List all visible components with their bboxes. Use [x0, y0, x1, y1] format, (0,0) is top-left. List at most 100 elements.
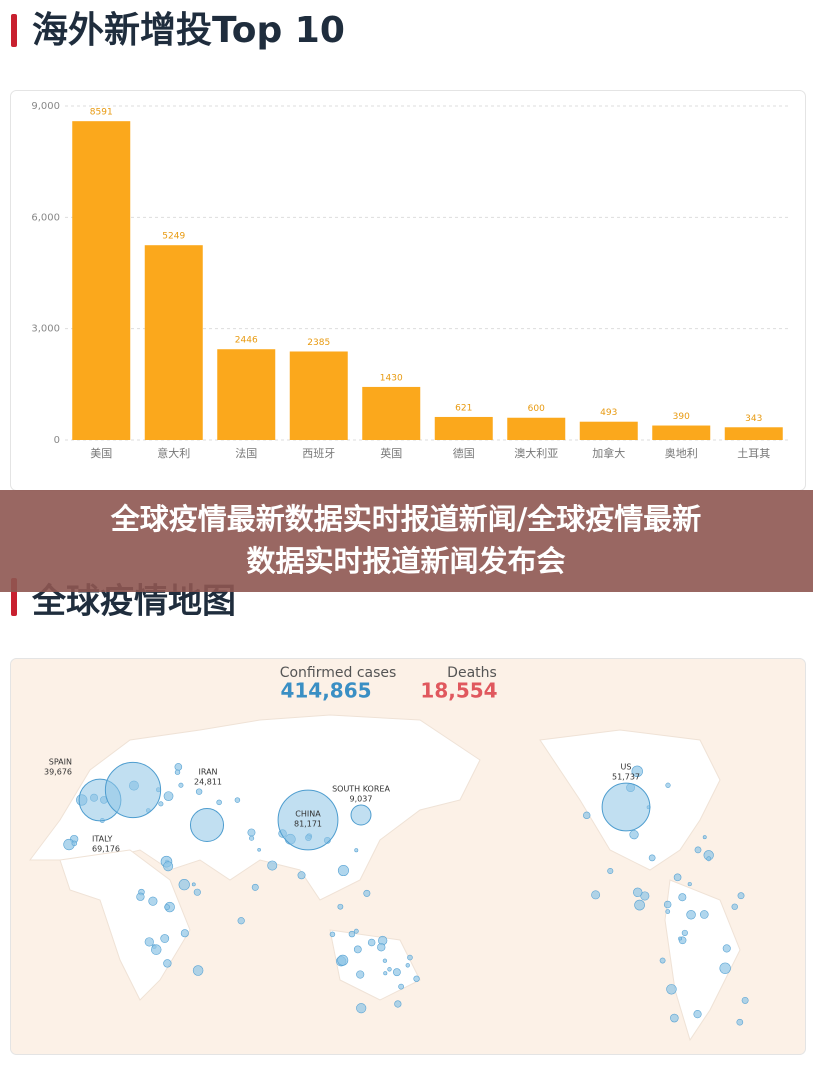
- case-dot: [694, 846, 702, 854]
- case-dot: [174, 769, 181, 775]
- case-dot: [136, 892, 145, 901]
- data-label: 390: [673, 412, 690, 422]
- case-bubble: [601, 782, 651, 832]
- case-dot: [180, 929, 189, 938]
- case-dot: [267, 860, 278, 871]
- case-dot: [686, 910, 696, 920]
- y-tick-label: 9,000: [31, 101, 60, 112]
- case-dot: [356, 1003, 367, 1014]
- data-label: 1430: [380, 373, 403, 383]
- x-tick-label: 英国: [380, 446, 402, 460]
- data-label: 5249: [162, 232, 185, 242]
- case-dot: [216, 799, 222, 806]
- bar: [579, 421, 638, 440]
- bubble-name: SPAIN: [49, 758, 72, 767]
- x-tick-label: 意大利: [157, 446, 190, 460]
- case-dot: [673, 873, 682, 882]
- case-dot: [387, 967, 392, 972]
- bubble-label: 24,811: [194, 778, 222, 787]
- case-dot: [353, 945, 362, 954]
- bar: [144, 245, 203, 440]
- case-dot: [591, 890, 601, 900]
- case-dot: [71, 840, 78, 847]
- case-dot: [160, 934, 170, 943]
- case-dot: [144, 937, 154, 947]
- bar: [72, 121, 131, 441]
- case-dot: [377, 943, 386, 952]
- bubble-name: CHINA: [295, 810, 321, 819]
- case-dot: [413, 975, 420, 982]
- bubble-label: 9,037: [350, 795, 373, 804]
- case-dot: [382, 958, 388, 963]
- bar-chart: 0 3,000 6,000 9,000 美国 8591 意大利 5249 法国 2446 西班牙 23…: [31, 101, 790, 460]
- case-dot: [257, 847, 261, 852]
- x-tick-label: 奥地利: [665, 446, 698, 460]
- x-tick-label: 西班牙: [302, 447, 335, 460]
- confirmed-label: Confirmed cases: [280, 665, 397, 681]
- case-dot: [192, 965, 204, 976]
- heading-bar: [11, 14, 17, 47]
- case-dot: [392, 968, 401, 977]
- x-tick-label: 德国: [453, 446, 475, 460]
- heading: 海外新增投Top 10: [32, 10, 345, 51]
- case-dot: [407, 954, 413, 961]
- bar: [434, 416, 493, 440]
- bubble-name: US: [621, 763, 632, 772]
- case-dot: [383, 971, 388, 976]
- case-dot: [666, 984, 677, 995]
- case-bubble: [350, 804, 372, 826]
- banner: [0, 490, 813, 592]
- bar: [724, 427, 783, 440]
- case-dot: [297, 871, 306, 880]
- data-label: 2446: [235, 336, 258, 346]
- case-bubble: [104, 761, 162, 819]
- bar: [289, 351, 348, 440]
- case-bubble: [277, 789, 339, 851]
- case-dot: [247, 828, 256, 837]
- confirmed-value: 414,865: [280, 679, 371, 703]
- case-dot: [163, 791, 174, 801]
- bubble-name: IRAN: [198, 768, 217, 777]
- x-tick-label: 土耳其: [737, 447, 770, 460]
- case-dot: [634, 899, 645, 911]
- case-dot: [405, 963, 410, 968]
- case-dot: [195, 788, 203, 795]
- case-dot: [249, 835, 255, 841]
- case-dot: [693, 1010, 702, 1019]
- case-dot: [234, 797, 241, 803]
- case-bubble: [189, 807, 225, 843]
- case-dot: [737, 892, 745, 900]
- case-dot: [607, 867, 614, 875]
- case-dot: [337, 954, 349, 966]
- x-tick-label: 法国: [235, 446, 257, 460]
- case-dot: [337, 865, 349, 877]
- case-dot: [251, 883, 259, 891]
- bubble-name: SOUTH KOREA: [332, 785, 390, 794]
- case-dot: [678, 936, 683, 941]
- case-dot: [178, 879, 190, 891]
- case-dot: [681, 929, 688, 936]
- y-tick-label: 3,000: [31, 324, 60, 335]
- case-dot: [687, 882, 692, 887]
- y-tick-label: 6,000: [31, 212, 60, 223]
- case-dot: [665, 909, 671, 914]
- case-dot: [631, 765, 643, 778]
- case-dot: [659, 957, 666, 964]
- bar: [652, 425, 711, 440]
- bubble-label: 39,676: [44, 768, 72, 777]
- case-dot: [741, 996, 749, 1004]
- x-tick-label: 澳大利亚: [514, 446, 558, 460]
- data-label: 600: [528, 404, 545, 414]
- y-tick-label: 0: [54, 435, 60, 446]
- case-dot: [367, 938, 376, 947]
- case-dot: [163, 861, 174, 872]
- case-dot: [337, 903, 344, 910]
- case-dot: [699, 910, 709, 919]
- case-dot: [178, 782, 184, 788]
- case-dot: [719, 962, 731, 974]
- case-dot: [633, 887, 643, 898]
- case-dot: [158, 801, 164, 807]
- case-dot: [722, 944, 731, 953]
